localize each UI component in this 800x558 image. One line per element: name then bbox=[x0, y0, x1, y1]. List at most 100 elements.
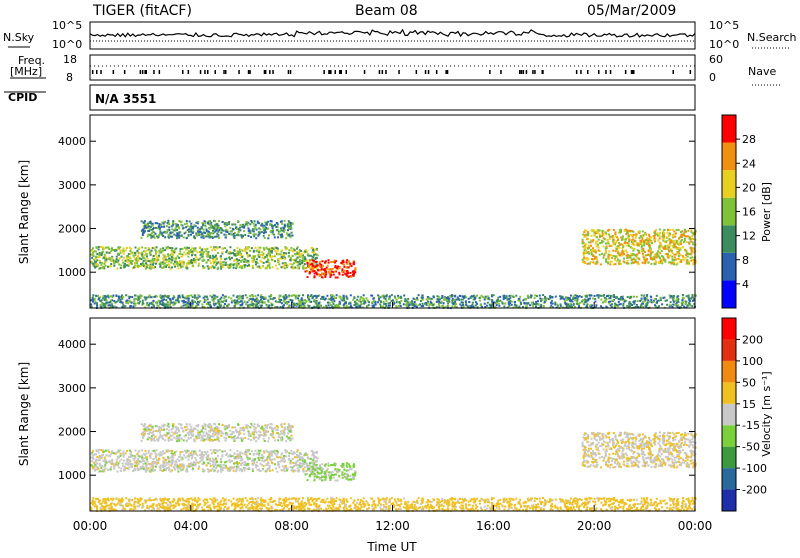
power-cell bbox=[283, 301, 285, 303]
velocity-cell bbox=[101, 465, 103, 467]
power-cell bbox=[320, 298, 322, 300]
power-cell bbox=[102, 266, 104, 268]
power-cell bbox=[279, 295, 281, 297]
power-cell bbox=[253, 306, 255, 308]
power-cell bbox=[233, 253, 235, 255]
power-cell bbox=[287, 229, 289, 231]
power-cell bbox=[453, 299, 455, 301]
velocity-cell bbox=[93, 468, 95, 470]
power-cell bbox=[164, 249, 166, 251]
velocity-cell bbox=[158, 458, 160, 460]
power-cell bbox=[149, 266, 151, 268]
power-cell bbox=[122, 304, 124, 306]
power-cell bbox=[264, 225, 266, 227]
power-cell bbox=[199, 258, 201, 260]
power-cell bbox=[645, 254, 647, 256]
power-cell bbox=[318, 302, 320, 304]
power-cell bbox=[591, 235, 593, 237]
power-cell bbox=[309, 259, 311, 261]
power-cell bbox=[236, 228, 238, 230]
power-cell bbox=[591, 258, 593, 260]
power-cell bbox=[258, 266, 260, 268]
power-cell bbox=[591, 229, 593, 231]
power-cell bbox=[407, 303, 409, 305]
power-cell bbox=[121, 298, 123, 300]
power-cell bbox=[517, 300, 519, 302]
power-cell bbox=[207, 298, 209, 300]
power-cell bbox=[540, 304, 542, 306]
power-cell bbox=[194, 259, 196, 261]
power-cell bbox=[628, 230, 630, 232]
velocity-cell bbox=[146, 456, 148, 458]
power-cell bbox=[280, 221, 282, 223]
power-cell bbox=[134, 252, 136, 254]
power-cell bbox=[300, 255, 302, 257]
power-cell bbox=[421, 294, 423, 296]
power-cell bbox=[249, 255, 251, 257]
power-cell bbox=[187, 295, 189, 297]
power-cell bbox=[274, 236, 276, 238]
power-cell bbox=[219, 298, 221, 300]
power-cell bbox=[213, 246, 215, 248]
power-cell bbox=[269, 256, 271, 258]
velocity-cell bbox=[225, 467, 227, 469]
velocity-cell bbox=[117, 451, 119, 453]
power-cell bbox=[362, 297, 364, 299]
power-cell bbox=[328, 268, 330, 270]
colorbar-segment bbox=[722, 253, 736, 281]
power-cell bbox=[607, 262, 609, 264]
power-cell bbox=[688, 302, 690, 304]
power-cell bbox=[348, 267, 350, 269]
power-cell bbox=[653, 258, 655, 260]
power-cell bbox=[224, 303, 226, 305]
power-cell bbox=[169, 247, 171, 249]
power-cell bbox=[290, 263, 292, 265]
power-cell bbox=[205, 225, 207, 227]
power-cell bbox=[267, 261, 269, 263]
power-cell bbox=[179, 253, 181, 255]
power-cell bbox=[359, 305, 361, 307]
power-cell bbox=[225, 229, 227, 231]
velocity-cell bbox=[183, 454, 185, 456]
power-cell bbox=[598, 297, 600, 299]
power-cell bbox=[659, 237, 661, 239]
power-cell bbox=[253, 223, 255, 225]
power-cell bbox=[519, 296, 521, 298]
power-cell bbox=[247, 227, 249, 229]
power-cell bbox=[307, 253, 309, 255]
velocity-cell bbox=[154, 452, 156, 454]
velocity-cell bbox=[171, 459, 173, 461]
power-cell bbox=[255, 233, 257, 235]
power-cell bbox=[174, 261, 176, 263]
power-cell bbox=[216, 229, 218, 231]
power-cell bbox=[631, 234, 633, 236]
power-cell bbox=[631, 243, 633, 245]
power-cell bbox=[328, 259, 330, 261]
power-cell bbox=[503, 305, 505, 307]
power-cell bbox=[314, 273, 316, 275]
power-cell bbox=[238, 263, 240, 265]
power-cell bbox=[157, 259, 159, 261]
power-cell bbox=[615, 250, 617, 252]
power-cell bbox=[236, 234, 238, 236]
power-cell bbox=[325, 274, 327, 276]
power-cell bbox=[345, 302, 347, 304]
power-cell bbox=[576, 301, 578, 303]
power-cell bbox=[594, 298, 596, 300]
power-cell bbox=[629, 256, 631, 258]
power-cell bbox=[268, 305, 270, 307]
power-cell bbox=[293, 303, 295, 305]
power-cell bbox=[146, 253, 148, 255]
power-cell bbox=[268, 234, 270, 236]
power-cell bbox=[177, 297, 179, 299]
power-cell bbox=[619, 299, 621, 301]
power-cell bbox=[134, 305, 136, 307]
power-cell bbox=[297, 261, 299, 263]
velocity-cell bbox=[263, 465, 265, 467]
power-cell bbox=[598, 239, 600, 241]
power-cell bbox=[487, 295, 489, 297]
power-cell bbox=[101, 262, 103, 264]
power-cell bbox=[219, 246, 221, 248]
power-cell bbox=[622, 248, 624, 250]
velocity-cell bbox=[258, 459, 260, 461]
